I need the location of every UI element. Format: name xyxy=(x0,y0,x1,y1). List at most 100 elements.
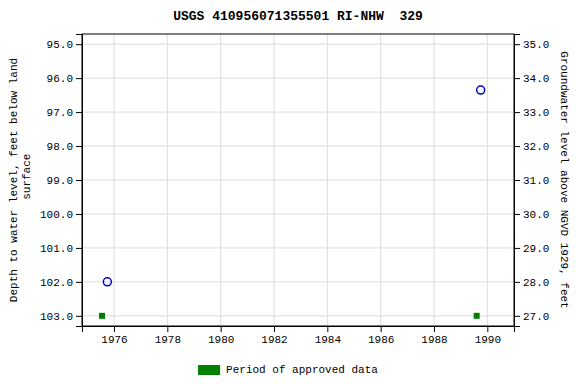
tick-mark xyxy=(381,326,382,332)
tick-mark xyxy=(167,326,168,332)
tick-mark xyxy=(76,112,82,113)
tick: 1976 xyxy=(101,326,127,346)
tick-label: 1984 xyxy=(315,334,342,346)
axis-domain xyxy=(76,35,83,327)
tick-mark xyxy=(76,316,82,317)
tick: 99.0 xyxy=(47,175,82,187)
point xyxy=(103,278,111,286)
tick-mark xyxy=(514,180,520,181)
tick-label: 103.0 xyxy=(40,311,73,323)
tick: 95.0 xyxy=(47,39,82,51)
tick-label: 1986 xyxy=(368,334,394,346)
tick-label: 30.0 xyxy=(523,209,549,221)
point xyxy=(477,86,485,94)
y2-axis: 27.0 28.0 29.0 30.0 31.0 32.0 33.0 34.0 35.0 xyxy=(514,35,549,327)
tick: 1990 xyxy=(475,326,501,346)
tick: 32.0 xyxy=(514,141,549,153)
tick-mark xyxy=(274,326,275,332)
tick-label: 99.0 xyxy=(47,175,73,187)
tick: 98.0 xyxy=(47,141,82,153)
tick-mark xyxy=(514,282,520,283)
tick-label: 34.0 xyxy=(523,73,549,85)
tick-label: 1988 xyxy=(421,334,447,346)
tick-label: 28.0 xyxy=(523,277,549,289)
tick-label: 33.0 xyxy=(523,107,549,119)
legend-label: Period of approved data xyxy=(226,364,378,376)
tick-label: 96.0 xyxy=(47,73,73,85)
tick-label: 1982 xyxy=(261,334,287,346)
point xyxy=(474,313,480,319)
tick-label: 1978 xyxy=(155,334,181,346)
tick: 28.0 xyxy=(514,277,549,289)
tick: 34.0 xyxy=(514,73,549,85)
grid-line-y xyxy=(82,213,514,214)
tick-mark xyxy=(76,282,82,283)
tick: 33.0 xyxy=(514,107,549,119)
tick-label: 31.0 xyxy=(523,175,549,187)
tick: 29.0 xyxy=(514,243,549,255)
tick: 1982 xyxy=(261,326,287,346)
tick-label: 101.0 xyxy=(40,243,73,255)
axis-domain xyxy=(83,327,515,333)
tick-label: 35.0 xyxy=(523,39,549,51)
tick-label: 1976 xyxy=(101,334,127,346)
tick-mark xyxy=(514,78,520,79)
tick: 97.0 xyxy=(47,107,82,119)
x-axis: 1976 1978 1980 1982 1984 1986 1988 1990 xyxy=(83,326,515,346)
point xyxy=(99,313,105,319)
tick-mark xyxy=(327,326,328,332)
grid-line-y xyxy=(82,180,514,181)
tick-mark xyxy=(76,146,82,147)
legend-swatch xyxy=(198,365,220,375)
legend-item: Period of approved data xyxy=(198,364,378,376)
tick: 1986 xyxy=(368,326,394,346)
tick: 96.0 xyxy=(47,73,82,85)
axis-domain xyxy=(515,35,521,327)
tick-mark xyxy=(514,316,520,317)
legend: Period of approved data xyxy=(198,364,378,376)
tick-label: 32.0 xyxy=(523,141,549,153)
tick-mark xyxy=(76,180,82,181)
tick: 1988 xyxy=(421,326,447,346)
tick: 1980 xyxy=(208,326,234,346)
tick-mark xyxy=(76,214,82,215)
tick-label: 97.0 xyxy=(47,107,73,119)
tick-mark xyxy=(514,214,520,215)
grid-line-y xyxy=(82,247,514,248)
title: USGS 410956071355501 RI-NHW 329 xyxy=(173,9,423,24)
tick-label: 1980 xyxy=(208,334,234,346)
tick-label: 100.0 xyxy=(40,209,73,221)
y2-axis-label: Groundwater level above NGVD 1929, feet xyxy=(558,51,570,308)
tick-mark xyxy=(221,326,222,332)
tick-mark xyxy=(514,248,520,249)
plot-frame xyxy=(82,34,514,326)
grid xyxy=(82,34,514,326)
tick-label: 98.0 xyxy=(47,141,73,153)
tick-mark xyxy=(514,146,520,147)
tick-label: 1990 xyxy=(475,334,501,346)
tick: 1984 xyxy=(315,326,342,346)
tick: 1978 xyxy=(155,326,181,346)
tick-label: 29.0 xyxy=(523,243,549,255)
tick: 101.0 xyxy=(40,243,82,255)
tick-mark xyxy=(114,326,115,332)
marks xyxy=(99,86,485,319)
grid-line-y xyxy=(82,78,514,79)
tick-label: 102.0 xyxy=(40,277,73,289)
grid-line-y xyxy=(82,146,514,147)
grid-line-y xyxy=(82,281,514,282)
y-axis: 95.0 96.0 97.0 98.0 99.0 100.0 101.0 102.0 103.0 xyxy=(40,35,83,327)
tick: 31.0 xyxy=(514,175,549,187)
tick-label: 27.0 xyxy=(523,311,549,323)
tick-mark xyxy=(76,248,82,249)
tick-mark xyxy=(76,78,82,79)
tick-mark xyxy=(76,44,82,45)
tick-label: 95.0 xyxy=(47,39,73,51)
tick: 35.0 xyxy=(514,39,549,51)
tick: 30.0 xyxy=(514,209,549,221)
grid-line-y xyxy=(82,315,514,316)
chart: 1976 1978 1980 1982 1984 1986 1988 1990 95.0 96.0… xyxy=(0,0,576,384)
grid-line-y xyxy=(82,44,514,45)
grid-line-y xyxy=(82,112,514,113)
tick-mark xyxy=(434,326,435,332)
